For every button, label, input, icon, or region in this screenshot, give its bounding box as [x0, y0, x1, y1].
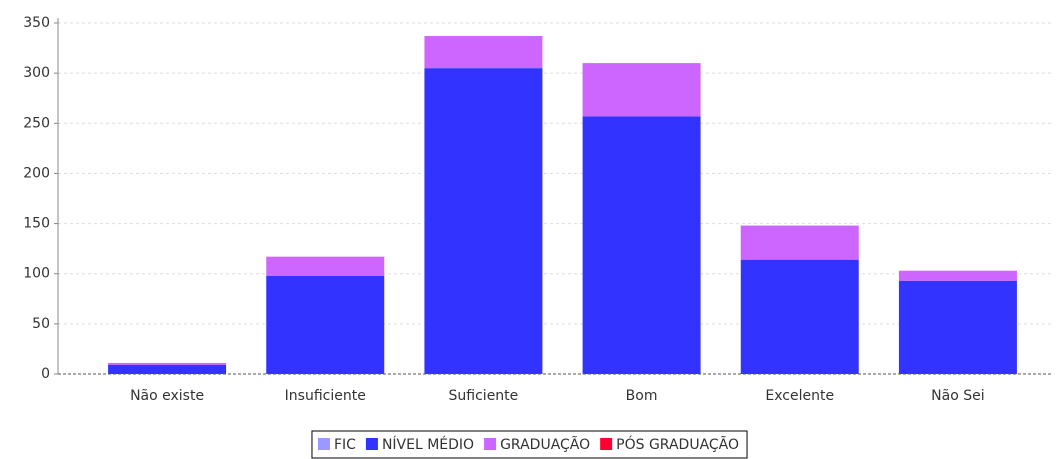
bar-segment: [898, 270, 1017, 281]
bar-segment: [266, 256, 385, 276]
bar-segment: [740, 225, 859, 260]
y-tick-label: 250: [23, 115, 50, 131]
x-tick-label: Bom: [626, 388, 658, 404]
y-tick-label: 300: [23, 65, 50, 81]
y-tick-label: 50: [32, 316, 50, 332]
bar-segment: [424, 68, 543, 374]
bar-segment: [898, 280, 1017, 374]
legend-label: NÍVEL MÉDIO: [382, 436, 474, 453]
y-tick-label: 100: [23, 266, 50, 282]
legend-swatch: [317, 438, 330, 450]
bar-segment: [108, 364, 227, 374]
legend-swatch: [600, 438, 613, 450]
bar-segment: [108, 362, 227, 365]
legend-box: [311, 430, 748, 459]
legend-label: GRADUAÇÃO: [500, 436, 590, 453]
x-tick-label: Não Sei: [931, 388, 984, 404]
y-tick-label: 200: [23, 165, 50, 181]
y-tick-label: 350: [23, 15, 50, 31]
bar-segment: [424, 36, 543, 69]
x-tick-label: Suficiente: [449, 388, 519, 404]
x-tick-label: Não existe: [130, 388, 204, 404]
x-tick-label: Insuficiente: [285, 388, 366, 404]
legend-swatch: [365, 438, 378, 450]
legend-label: PÓS GRADUAÇÃO: [616, 435, 739, 453]
y-tick-label: 0: [41, 366, 50, 382]
x-tick-label: Excelente: [765, 388, 834, 404]
y-tick-label: 150: [23, 216, 50, 232]
bar-segment: [582, 63, 701, 117]
bar-segment: [266, 275, 385, 374]
bar-segment: [740, 259, 859, 374]
legend-label: FIC: [334, 437, 356, 453]
legend-swatch: [484, 438, 497, 450]
bar-segment: [582, 116, 701, 374]
